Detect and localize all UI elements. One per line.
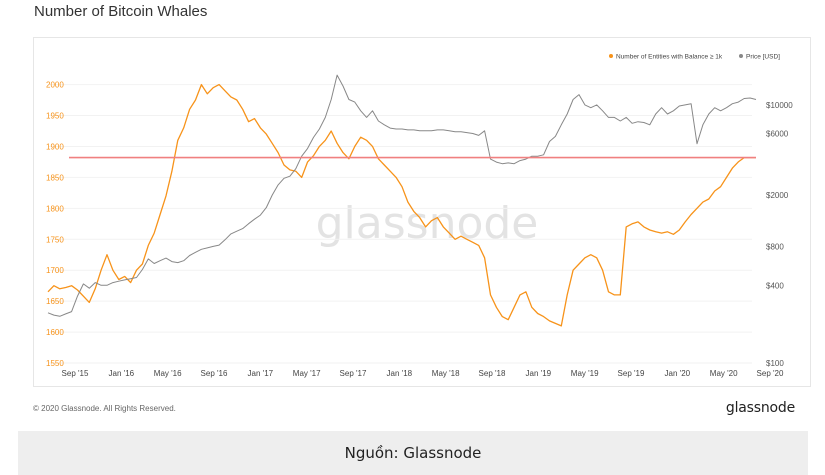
series-line-price [47,74,757,317]
legend-swatch-entities [609,54,613,58]
x-tick-label: May '17 [293,369,321,378]
watermark: glassnode [316,198,539,249]
y-right-tick-label: $10000 [766,101,793,110]
y-left-tick-label: 1700 [46,266,64,275]
y-left-tick-label: 1950 [46,112,64,121]
y-left-tick-label: 1800 [46,204,64,213]
copyright-text: © 2020 Glassnode. All Rights Reserved. [33,404,176,413]
x-tick-label: Sep '19 [618,369,645,378]
x-tick-label: Sep '18 [479,369,506,378]
x-tick-label: Sep '16 [201,369,228,378]
y-right-tick-label: $100 [766,359,784,368]
x-tick-label: Sep '15 [62,369,89,378]
series-line-entities [47,83,756,327]
y-right-tick-label: $800 [766,242,784,251]
x-tick-label: May '20 [710,369,738,378]
y-left-tick-label: 2000 [46,81,64,90]
source-caption: Nguồn: Glassnode [18,431,808,475]
x-tick-label: May '19 [571,369,599,378]
x-tick-label: Sep '20 [757,369,784,378]
x-tick-label: Jan '18 [387,369,413,378]
x-tick-label: May '18 [432,369,460,378]
glassnode-logo: glassnode [725,400,795,416]
legend-label-price: Price [USD] [746,54,780,61]
x-tick-label: Jan '17 [248,369,274,378]
y-left-tick-label: 1550 [46,359,64,368]
chart-title: Number of Bitcoin Whales [34,3,208,20]
y-left-tick-label: 1850 [46,173,64,182]
y-left-tick-label: 1900 [46,142,64,151]
chart-area: glassnode 1550 1600 1650 1700 1750 1800 1850 190… [33,37,811,387]
x-tick-label: Jan '20 [665,369,691,378]
x-tick-label: Jan '19 [526,369,552,378]
legend-label-entities: Number of Entities with Balance ≥ 1k [616,54,723,61]
y-left-tick-label: 1750 [46,235,64,244]
x-tick-label: Jan '16 [109,369,135,378]
y-left-tick-label: 1600 [46,328,64,337]
y-right-tick-label: $400 [766,281,784,290]
x-tick-label: Sep '17 [340,369,367,378]
y-right-tick-label: $6000 [766,129,789,138]
chart-svg: glassnode 1550 1600 1650 1700 1750 1800 1850 190… [46,54,793,379]
legend-swatch-price [739,54,743,58]
y-right-tick-label: $2000 [766,191,789,200]
y-left-tick-label: 1650 [46,297,64,306]
x-tick-label: May '16 [154,369,182,378]
